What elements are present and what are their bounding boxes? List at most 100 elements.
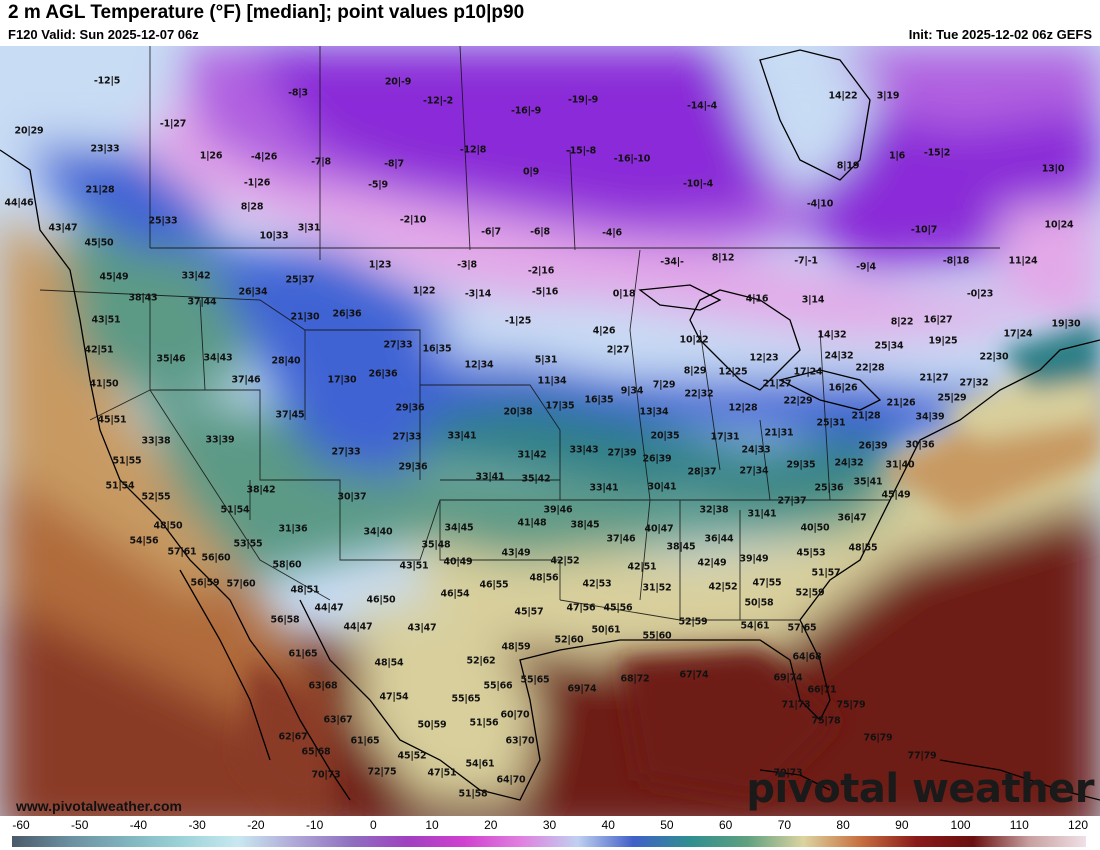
point-value: 35|41 <box>853 476 883 488</box>
brand-logo: pivotal weather <box>746 766 1094 812</box>
point-value: 45|51 <box>97 414 127 426</box>
point-value: 70|73 <box>311 769 341 781</box>
point-value: 56|58 <box>270 614 300 626</box>
point-value: -5|9 <box>368 179 388 191</box>
point-value: 19|30 <box>1051 318 1081 330</box>
point-value: 70|73 <box>773 767 803 779</box>
point-value: 25|29 <box>937 392 967 404</box>
point-value: 19|25 <box>928 335 958 347</box>
colorbar: -60 -50 -40 -30 -20 -10 0 10 20 30 40 50 60 70 80 90 100… <box>0 816 1100 850</box>
point-value: 56|59 <box>190 577 220 589</box>
point-value: -16|-9 <box>511 105 541 117</box>
point-value: 21|28 <box>85 184 115 196</box>
point-value: 22|30 <box>979 351 1009 363</box>
point-value: 21|27 <box>919 372 949 384</box>
point-value: 68|72 <box>620 673 650 685</box>
coastlines <box>0 49 1100 801</box>
point-value: 48|55 <box>848 542 878 554</box>
point-value: 3|31 <box>297 222 321 234</box>
point-value: 27|39 <box>607 447 637 459</box>
state-borders <box>39 46 1000 621</box>
point-value: 30|37 <box>337 491 367 503</box>
point-value: 45|53 <box>796 547 826 559</box>
point-value: -8|18 <box>942 255 970 267</box>
point-value: 12|25 <box>718 366 748 378</box>
point-value: -15|-8 <box>566 145 596 157</box>
colorbar-tick-label: -50 <box>71 818 89 832</box>
point-value: 26|39 <box>858 440 888 452</box>
colorbar-tick-label: 20 <box>484 818 498 832</box>
point-value: 58|60 <box>272 559 302 571</box>
point-value: 3|19 <box>876 90 900 102</box>
point-value: -12|-2 <box>423 95 453 107</box>
point-value: 43|51 <box>91 314 121 326</box>
point-value: -4|6 <box>602 227 622 239</box>
point-value: -6|8 <box>530 226 550 238</box>
temperature-map[interactable]: -12|5 -8|3 20|-9 -12|-2 -16|-9 -19|-9 -14|-4 14… <box>0 46 1100 816</box>
point-value: 24|32 <box>824 350 854 362</box>
point-value: 35|42 <box>521 473 551 485</box>
point-value: 12|34 <box>464 359 494 371</box>
point-value: 42|49 <box>697 557 727 569</box>
point-value: 63|68 <box>308 680 338 692</box>
point-value: 52|55 <box>141 491 171 503</box>
point-value: 77|79 <box>907 750 937 762</box>
point-value: -4|10 <box>806 198 834 210</box>
init-time: Init: Tue 2025-12-02 06z GEFS <box>908 27 1092 42</box>
point-value: 31|42 <box>517 449 547 461</box>
point-value: 17|30 <box>327 374 357 386</box>
point-value: 50|58 <box>744 597 774 609</box>
point-value: 38|45 <box>570 519 600 531</box>
point-value: -10|7 <box>910 224 938 236</box>
point-value: 35|46 <box>156 353 186 365</box>
point-value: 10|24 <box>1044 219 1074 231</box>
point-value: -6|7 <box>481 226 501 238</box>
point-value: 62|67 <box>278 731 308 743</box>
point-value: 61|65 <box>288 648 318 660</box>
colorbar-tick-label: 100 <box>950 818 971 832</box>
point-value: 52|60 <box>554 634 584 646</box>
site-watermark[interactable]: www.pivotalweather.com <box>16 798 182 814</box>
point-value: 22|29 <box>783 395 813 407</box>
point-value: 46|50 <box>366 594 396 606</box>
colorbar-tick-label: -40 <box>129 818 148 832</box>
point-value: 35|48 <box>421 539 451 551</box>
point-value: 30|36 <box>905 439 935 451</box>
point-value: 43|47 <box>407 622 437 634</box>
point-value: 45|49 <box>881 489 911 501</box>
point-value: -12|5 <box>93 75 121 87</box>
point-value: 2|27 <box>606 344 630 356</box>
point-value: 66|71 <box>807 684 837 696</box>
point-value: 16|26 <box>828 382 858 394</box>
point-value: 33|41 <box>447 430 477 442</box>
colorbar-tick-label: 110 <box>1009 818 1029 832</box>
point-value: -19|-9 <box>568 94 598 106</box>
point-value: 13|34 <box>639 406 669 418</box>
point-value: 60|70 <box>500 709 530 721</box>
point-value: 1|22 <box>412 285 436 297</box>
point-value: 47|55 <box>752 577 782 589</box>
point-value: 47|56 <box>566 602 596 614</box>
point-value: 40|49 <box>443 556 473 568</box>
point-value: 7|29 <box>652 379 676 391</box>
colorbar-tick-label: 30 <box>542 818 557 832</box>
point-value: 38|42 <box>246 484 276 496</box>
point-value: 67|74 <box>679 669 709 681</box>
point-value: 8|19 <box>836 160 860 172</box>
point-value: -7|8 <box>311 156 331 168</box>
point-value: 55|60 <box>642 630 672 642</box>
point-value: 63|70 <box>505 735 535 747</box>
point-value: 45|49 <box>99 271 129 283</box>
point-value: 42|52 <box>550 555 580 567</box>
point-value: 25|33 <box>148 215 178 227</box>
point-value: 14|32 <box>817 329 847 341</box>
point-value: 12|23 <box>749 352 779 364</box>
map-title: 2 m AGL Temperature (°F) [median]; point… <box>8 2 525 23</box>
point-value: 27|37 <box>777 495 807 507</box>
point-value: 33|42 <box>181 270 211 282</box>
point-value: 16|27 <box>923 314 953 326</box>
point-value: 37|46 <box>231 374 261 386</box>
point-value: 55|65 <box>520 674 550 686</box>
point-value: 42|51 <box>84 344 114 356</box>
point-value: 20|38 <box>503 406 533 418</box>
